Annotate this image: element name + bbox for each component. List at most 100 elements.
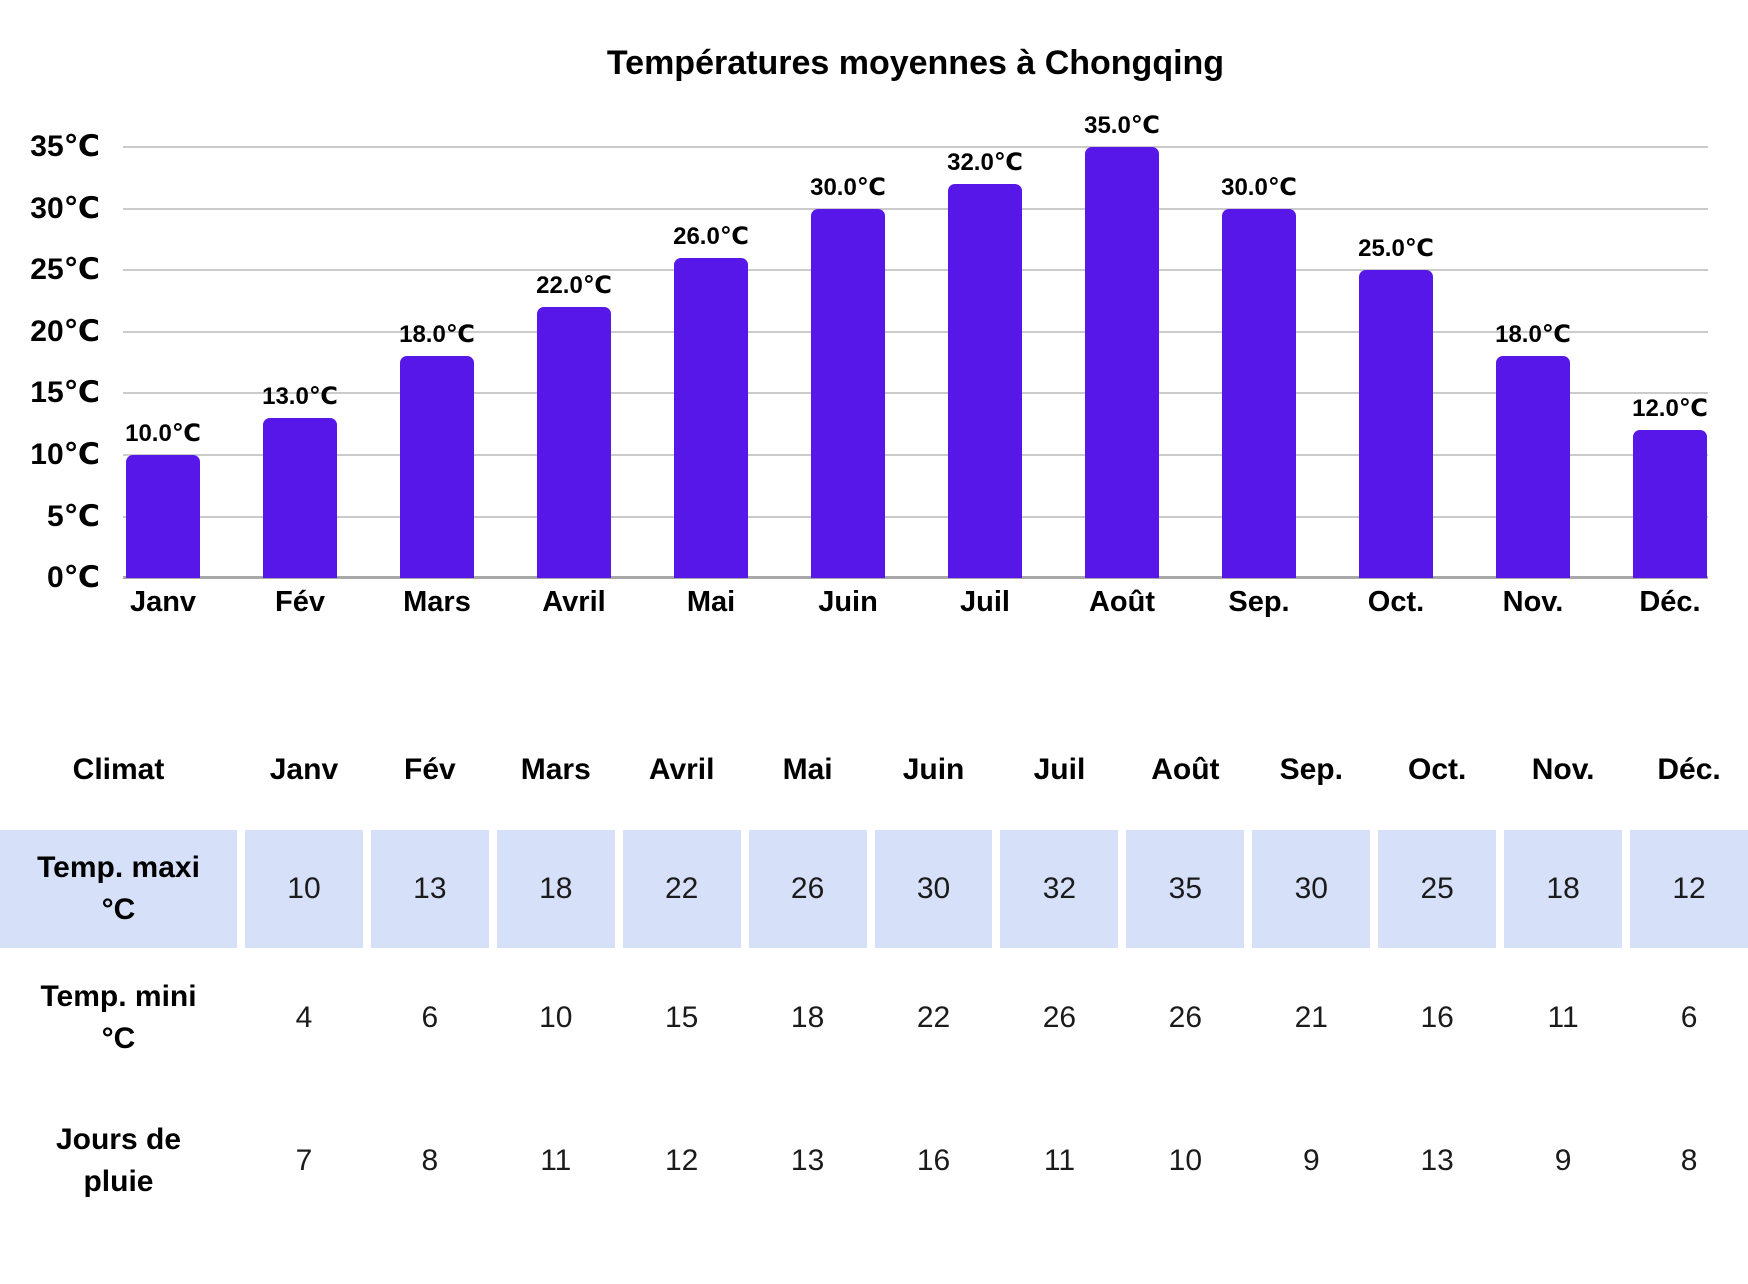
table-cell: 13 [1420, 1144, 1454, 1178]
table-cell: 12 [665, 1144, 699, 1178]
table-cell: 9 [1302, 1144, 1320, 1178]
y-axis-tick-label: 25℃ [30, 253, 100, 287]
x-axis-label: Oct. [1367, 586, 1425, 619]
x-axis-label: Avril [542, 586, 606, 619]
bar-value-label: 35.0℃ [1084, 112, 1160, 140]
bar-value-label: 10.0℃ [125, 419, 201, 447]
table-cell: 18 [496, 830, 615, 949]
bar-Janv [126, 454, 200, 579]
gridline [123, 207, 1708, 210]
bar-Juil [948, 184, 1022, 579]
bar-value-label: 30.0℃ [810, 173, 886, 201]
table-row-jours-de-pluie: Jours de pluie 7 8 11 12 13 16 11 10 9 13 9 8 [0, 1088, 1748, 1234]
table-cell: 10 [539, 1001, 573, 1035]
table-cell: 25 [1378, 830, 1497, 949]
table-cell: 11 [1043, 1144, 1076, 1178]
bar-value-label: 25.0℃ [1358, 235, 1434, 263]
table-cell: 9 [1554, 1144, 1572, 1178]
x-axis-line [123, 576, 1708, 580]
table-cell: 8 [1680, 1144, 1698, 1178]
table-cell: 11 [1547, 1001, 1579, 1035]
bar-value-label: 13.0℃ [262, 383, 338, 411]
chart-x-axis: Janv Fév Mars Avril Mai Juin Juil Août Sep. Oct. N… [123, 578, 1708, 626]
table-row-label: Jours de pluie [55, 1123, 182, 1199]
table-cell: 4 [295, 1001, 313, 1035]
bar-Déc. [1633, 430, 1707, 579]
bar-Sep. [1222, 208, 1296, 579]
x-axis-label: Fév [275, 586, 325, 619]
y-axis-tick-label: 10℃ [30, 437, 100, 471]
gridline [123, 269, 1708, 272]
temperature-chart: Températures moyennes à Chongqing 0℃ 5℃ 10… [0, 44, 1748, 626]
table-header-row: Climat Janv Fév Mars Avril Mai Juin Juil Août Sep… [0, 726, 1748, 814]
table-row-label: Temp. mini °C [40, 980, 197, 1056]
table-header-cell: Juin [902, 753, 965, 787]
x-axis-label: Août [1088, 586, 1156, 619]
gridline [123, 330, 1708, 333]
table-cell: 18 [790, 1001, 825, 1035]
y-axis-tick-label: 20℃ [30, 314, 100, 348]
table-cell: 30 [1252, 830, 1371, 949]
table-header-cell: Oct. [1408, 753, 1467, 787]
table-cell: 22 [916, 1001, 951, 1035]
x-axis-label: Déc. [1639, 586, 1701, 619]
table-cell: 10 [1168, 1144, 1203, 1178]
table-cell: 26 [1042, 1001, 1077, 1035]
table-header-cell: Fév [404, 753, 456, 787]
table-cell: 35 [1126, 830, 1245, 949]
bar-value-label: 26.0℃ [673, 222, 749, 250]
table-cell: 32 [1000, 830, 1119, 949]
y-axis-tick-label: 30℃ [30, 191, 100, 225]
table-cell: 15 [665, 1001, 699, 1035]
x-axis-label: Mars [403, 586, 471, 619]
table-row-label: Temp. maxi °C [0, 830, 237, 949]
table-cell: 7 [295, 1144, 313, 1178]
x-axis-label: Sep. [1228, 586, 1290, 619]
table-cell: 13 [790, 1144, 825, 1178]
table-header-cell: Août [1151, 753, 1220, 787]
bar-Fév [263, 418, 337, 579]
bar-value-label: 18.0℃ [1495, 321, 1571, 349]
table-cell: 22 [622, 830, 741, 949]
table-row-temp-maxi: Temp. maxi °C 10 13 18 22 26 30 32 35 30 25 18 12 [0, 830, 1748, 949]
table-header-cell: Déc. [1657, 753, 1721, 787]
table-cell: 11 [540, 1144, 572, 1178]
table-cell: 6 [1680, 1001, 1698, 1035]
table-cell: 13 [370, 830, 489, 949]
bar-Oct. [1359, 270, 1433, 579]
bar-Mars [400, 356, 474, 579]
table-cell: 8 [421, 1144, 439, 1178]
bar-value-label: 18.0℃ [399, 321, 475, 349]
bar-Mai [674, 257, 748, 579]
table-header-cell: Janv [269, 753, 339, 787]
gridline [123, 146, 1708, 149]
bar-value-label: 22.0℃ [536, 272, 612, 300]
table-header-cell: Mars [520, 753, 591, 787]
chart-plot-area: 0℃ 5℃ 10℃ 15℃ 20℃ 25℃ 30℃ 35℃ 10.0℃ 13.0℃ 18.0℃ 22.… [30, 114, 1708, 593]
table-cell: 12 [1630, 830, 1748, 949]
table-cell: 26 [1168, 1001, 1203, 1035]
y-axis-tick-label: 5℃ [46, 499, 100, 533]
bar-Nov. [1496, 356, 1570, 579]
x-axis-label: Janv [129, 586, 197, 619]
table-cell: 30 [874, 830, 993, 949]
bar-Août [1085, 147, 1159, 579]
gridline [123, 392, 1708, 395]
x-axis-label: Mai [686, 586, 736, 619]
table-cell: 6 [421, 1001, 439, 1035]
bar-value-label: 32.0℃ [947, 149, 1023, 177]
table-header-cell: Nov. [1531, 753, 1595, 787]
y-axis-tick-label: 15℃ [30, 376, 100, 410]
x-axis-label: Juil [960, 586, 1010, 619]
table-cell: 16 [1420, 1001, 1454, 1035]
table-header-cell: Avril [648, 753, 715, 787]
table-header-cell: Sep. [1279, 753, 1343, 787]
table-header-cell: Mai [782, 753, 833, 787]
gridline [123, 453, 1708, 456]
gridline [123, 515, 1708, 518]
x-axis-label: Juin [818, 586, 878, 619]
table-cell: 10 [245, 830, 363, 949]
table-cell: 26 [748, 830, 867, 949]
table-cell: 18 [1504, 830, 1623, 949]
x-axis-label: Nov. [1502, 586, 1564, 619]
